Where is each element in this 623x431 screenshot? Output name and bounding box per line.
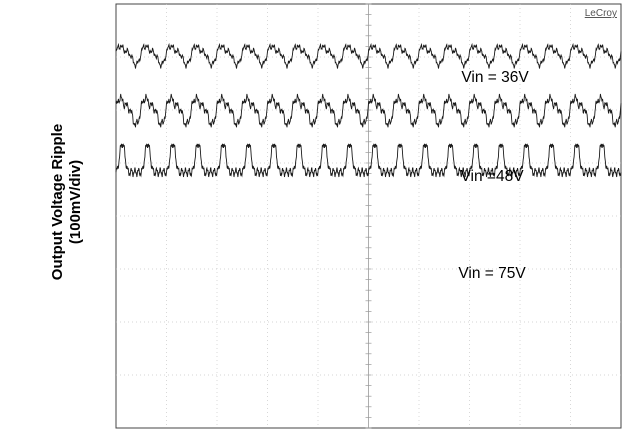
traces <box>115 42 622 178</box>
ripple-trace-36v <box>115 42 622 69</box>
grid <box>116 3 621 429</box>
trace-labels: Vin = 36V Vin =48V Vin = 75V <box>458 69 529 282</box>
ripple-trace-75v <box>115 143 622 178</box>
ripple-trace-48v <box>115 93 622 128</box>
brand-logo: LeCroy <box>585 8 617 19</box>
trace-label-36v: Vin = 36V <box>461 69 529 86</box>
trace-label-48v: Vin =48V <box>460 168 524 185</box>
trace-label-75v: Vin = 75V <box>458 265 526 282</box>
